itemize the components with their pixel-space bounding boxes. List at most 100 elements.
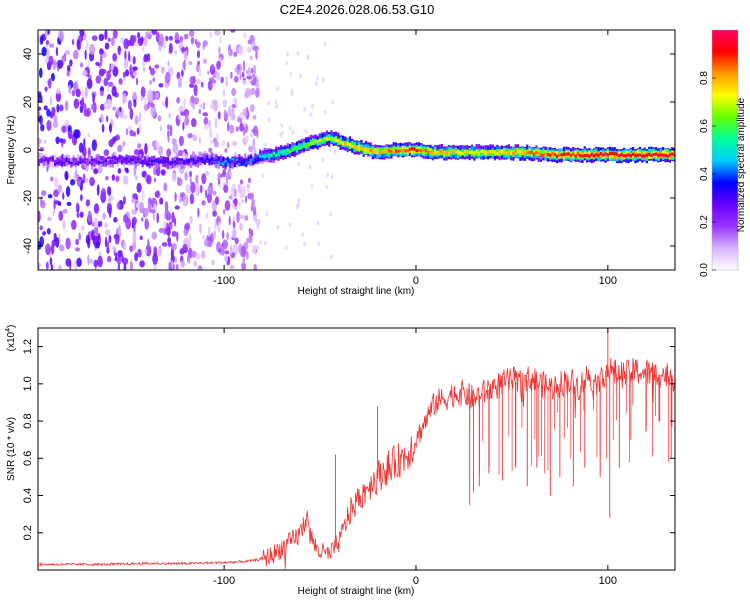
ridge-segment bbox=[40, 161, 43, 164]
ridge-segment bbox=[383, 149, 386, 153]
ridge-segment bbox=[611, 151, 614, 155]
noise-speck bbox=[131, 209, 135, 215]
ridge-segment bbox=[650, 153, 653, 157]
ridge-segment bbox=[542, 153, 545, 157]
noise-speck bbox=[99, 220, 103, 227]
ridge-segment bbox=[346, 142, 349, 146]
ridge-segment bbox=[431, 151, 434, 155]
noise-speck bbox=[50, 72, 55, 82]
noise-speck bbox=[217, 172, 221, 183]
snr-series-line bbox=[38, 357, 675, 570]
noise-speck bbox=[45, 40, 50, 45]
ridge-segment bbox=[97, 155, 101, 163]
noise-speck bbox=[194, 182, 199, 192]
ridge-segment bbox=[72, 158, 75, 162]
noise-speck bbox=[75, 247, 80, 252]
snr-y-label: SNR (10 * v/v) bbox=[6, 417, 17, 481]
noise-speck bbox=[44, 86, 48, 92]
noise-speck bbox=[296, 50, 300, 56]
snr-x-label: Height of straight line (km) bbox=[298, 586, 415, 597]
ridge-segment bbox=[252, 159, 255, 165]
noise-speck bbox=[64, 170, 69, 181]
noise-speck bbox=[132, 232, 137, 244]
ridge-segment bbox=[183, 160, 186, 165]
noise-speck bbox=[238, 201, 241, 208]
ridge-segment bbox=[537, 151, 540, 155]
spectrogram-x-tick-label: 100 bbox=[599, 275, 617, 287]
ridge-segment bbox=[339, 141, 342, 145]
ridge-segment bbox=[277, 149, 280, 157]
noise-speck bbox=[62, 138, 66, 144]
noise-speck bbox=[299, 73, 302, 79]
noise-speck bbox=[229, 170, 232, 178]
ridge-segment bbox=[79, 161, 82, 164]
ridge-segment bbox=[344, 142, 347, 146]
noise-speck bbox=[224, 148, 228, 153]
noise-speck bbox=[38, 210, 41, 223]
noise-speck bbox=[232, 221, 236, 229]
noise-speck bbox=[132, 66, 138, 71]
noise-speck bbox=[171, 230, 177, 237]
noise-speck bbox=[112, 106, 117, 111]
noise-speck bbox=[49, 96, 53, 106]
noise-speck bbox=[239, 214, 245, 219]
noise-speck bbox=[110, 64, 114, 71]
noise-speck bbox=[240, 179, 243, 185]
snr-y-tick-label: 0.8 bbox=[22, 413, 34, 428]
noise-speck bbox=[211, 99, 217, 105]
noise-speck bbox=[48, 77, 52, 89]
noise-speck bbox=[234, 237, 239, 245]
ridge-segment bbox=[231, 158, 234, 161]
ridge-segment bbox=[153, 159, 156, 162]
noise-speck bbox=[315, 81, 318, 86]
snr-x-tick-label: -100 bbox=[213, 575, 235, 587]
ridge-segment bbox=[385, 148, 388, 152]
noise-speck bbox=[75, 202, 79, 212]
ridge-segment bbox=[127, 160, 130, 163]
noise-speck bbox=[145, 244, 152, 257]
ridge-segment bbox=[282, 149, 285, 154]
noise-speck bbox=[189, 177, 192, 186]
noise-speck bbox=[87, 254, 90, 266]
ridge-segment bbox=[369, 148, 372, 152]
ridge-segment bbox=[546, 153, 549, 157]
ridge-segment bbox=[337, 138, 340, 146]
ridge-segment bbox=[226, 157, 229, 162]
ridge-segment bbox=[641, 154, 644, 158]
ridge-segment bbox=[40, 157, 43, 163]
noise-speck bbox=[168, 112, 172, 119]
ridge-segment bbox=[180, 159, 183, 164]
noise-speck bbox=[183, 33, 189, 40]
ridge-segment bbox=[535, 150, 538, 155]
noise-speck bbox=[182, 243, 188, 253]
noise-speck bbox=[113, 217, 118, 223]
ridge-segment bbox=[146, 163, 149, 166]
noise-speck bbox=[133, 98, 137, 108]
ridge-segment bbox=[236, 158, 239, 161]
noise-speck bbox=[134, 252, 139, 262]
noise-speck bbox=[174, 217, 177, 227]
noise-speck bbox=[149, 209, 156, 214]
ridge-segment bbox=[137, 158, 140, 163]
ridge-segment bbox=[452, 149, 455, 153]
ridge-segment bbox=[114, 156, 117, 161]
ridge-segment bbox=[360, 146, 363, 151]
noise-speck bbox=[99, 86, 104, 91]
noise-speck bbox=[107, 186, 112, 196]
ridge-segment bbox=[256, 155, 259, 158]
ridge-segment bbox=[332, 138, 335, 142]
noise-speck bbox=[65, 237, 71, 250]
noise-speck bbox=[66, 201, 72, 207]
noise-speck bbox=[242, 79, 248, 86]
ridge-segment bbox=[553, 152, 556, 157]
noise-speck bbox=[310, 184, 314, 189]
ridge-segment bbox=[574, 150, 577, 158]
noise-speck bbox=[211, 79, 217, 84]
noise-speck bbox=[234, 67, 238, 73]
ridge-segment bbox=[65, 159, 68, 167]
noise-speck bbox=[38, 262, 41, 269]
noise-speck bbox=[217, 181, 221, 188]
ridge-segment bbox=[597, 154, 600, 158]
ridge-segment bbox=[645, 153, 648, 157]
